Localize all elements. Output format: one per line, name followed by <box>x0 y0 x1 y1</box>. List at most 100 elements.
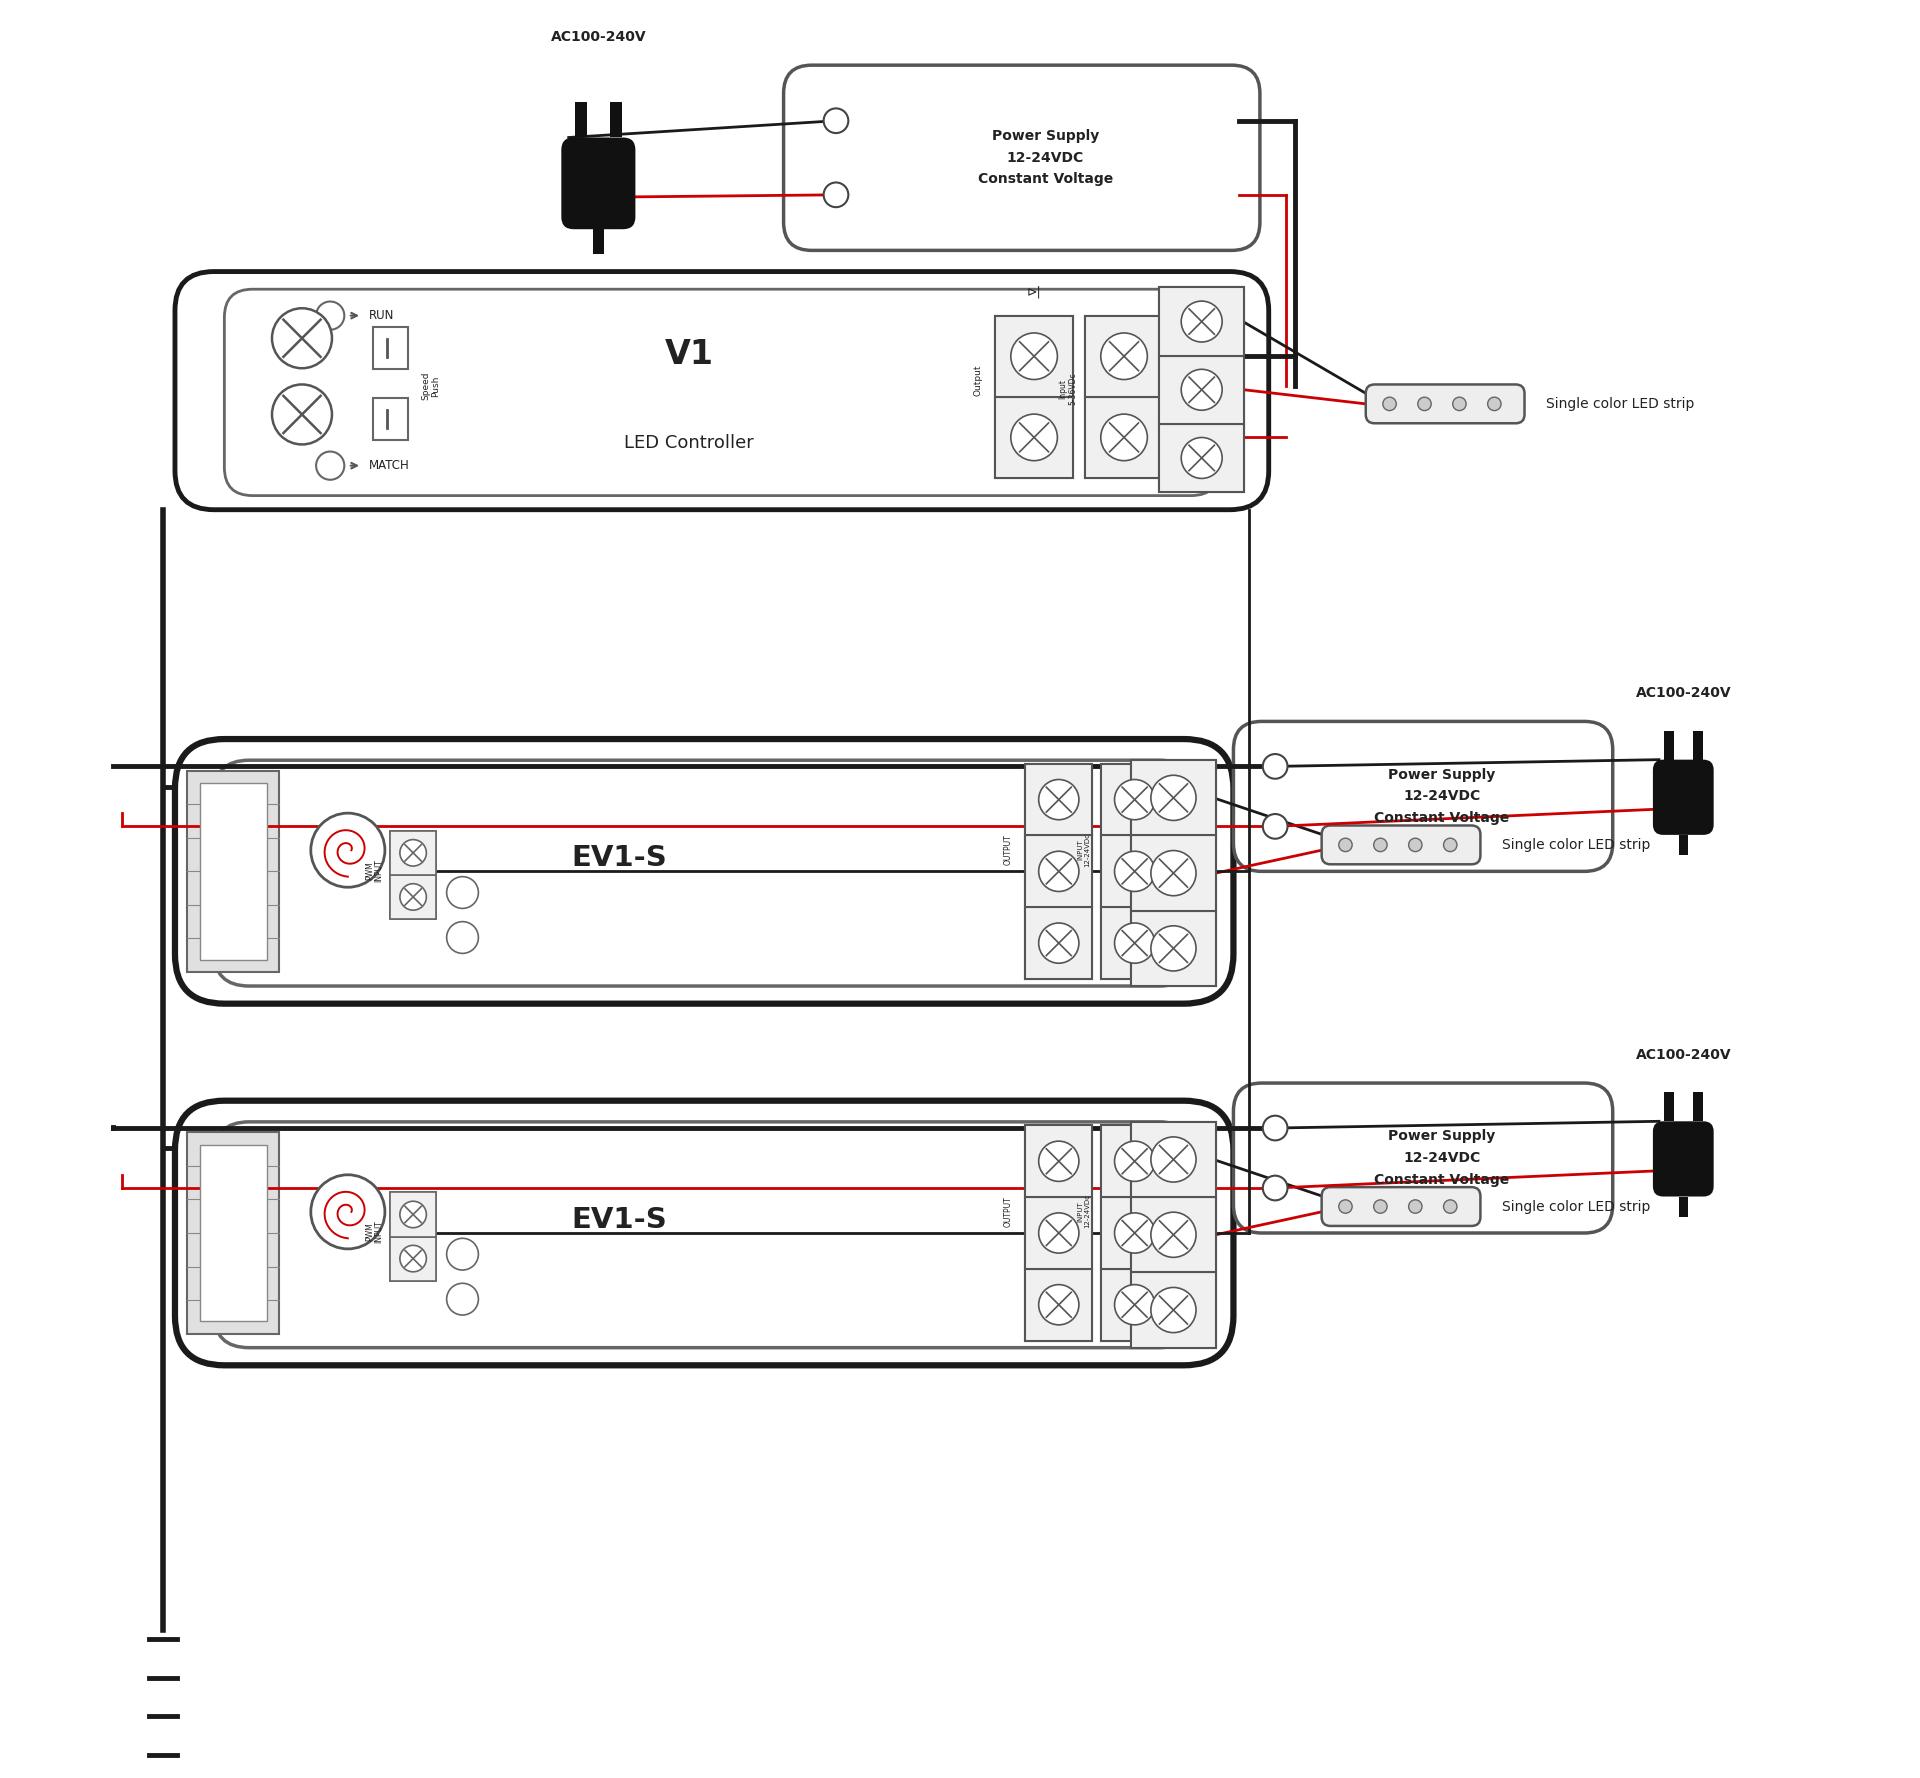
Circle shape <box>1114 923 1154 964</box>
Bar <box>593 229 603 254</box>
Circle shape <box>1263 754 1288 779</box>
Circle shape <box>1263 1115 1288 1140</box>
Circle shape <box>1181 370 1223 411</box>
Circle shape <box>1181 437 1223 478</box>
FancyBboxPatch shape <box>1321 825 1480 864</box>
Text: Power Supply
12-24VDC
Constant Voltage: Power Supply 12-24VDC Constant Voltage <box>1375 1129 1509 1186</box>
Circle shape <box>1263 1175 1288 1200</box>
Circle shape <box>311 813 384 887</box>
Circle shape <box>1409 1200 1423 1213</box>
Bar <box>1131 1197 1215 1273</box>
Bar <box>1160 288 1244 493</box>
FancyBboxPatch shape <box>1233 722 1613 871</box>
Text: Single color LED strip: Single color LED strip <box>1546 396 1693 411</box>
Circle shape <box>273 308 332 368</box>
Bar <box>390 830 436 875</box>
Bar <box>390 1193 436 1280</box>
Bar <box>1131 1273 1215 1348</box>
Text: ⊳|: ⊳| <box>1027 284 1041 299</box>
Bar <box>188 772 278 973</box>
Bar <box>1102 1125 1167 1341</box>
Bar <box>1131 910 1215 987</box>
Text: AC100-240V: AC100-240V <box>551 30 647 44</box>
Circle shape <box>1039 923 1079 964</box>
Bar <box>390 1193 436 1236</box>
Bar <box>1025 836 1092 907</box>
Bar <box>390 830 436 919</box>
Circle shape <box>1338 837 1352 852</box>
FancyBboxPatch shape <box>175 740 1233 1003</box>
Circle shape <box>1039 1141 1079 1181</box>
Circle shape <box>1338 1200 1352 1213</box>
Bar <box>574 101 588 137</box>
Circle shape <box>1010 332 1058 379</box>
Text: Single color LED strip: Single color LED strip <box>1501 1200 1649 1214</box>
Text: Input
5-36VDc: Input 5-36VDc <box>1058 372 1077 405</box>
Circle shape <box>1150 1213 1196 1257</box>
Text: V1: V1 <box>664 338 714 372</box>
Bar <box>1160 423 1244 493</box>
Text: AC100-240V: AC100-240V <box>1636 1047 1732 1061</box>
Bar <box>1102 907 1167 980</box>
Text: Power Supply
12-24VDC
Constant Voltage: Power Supply 12-24VDC Constant Voltage <box>1375 768 1509 825</box>
Circle shape <box>399 1245 426 1271</box>
Bar <box>1102 836 1167 907</box>
Circle shape <box>1039 1285 1079 1325</box>
Circle shape <box>447 1284 478 1316</box>
Circle shape <box>1373 1200 1386 1213</box>
Bar <box>372 398 407 441</box>
Bar <box>1131 1122 1215 1197</box>
Circle shape <box>317 302 344 329</box>
Bar <box>995 396 1073 478</box>
Circle shape <box>1150 926 1196 971</box>
Text: INPUT
12-24VDc: INPUT 12-24VDc <box>1077 1195 1091 1229</box>
Bar <box>1025 1269 1092 1341</box>
Bar <box>390 1236 436 1280</box>
Bar <box>1085 316 1164 478</box>
Circle shape <box>273 384 332 444</box>
Bar <box>1025 907 1092 980</box>
Text: Output: Output <box>973 364 983 396</box>
Bar <box>995 316 1073 396</box>
FancyBboxPatch shape <box>561 137 636 229</box>
Circle shape <box>1150 1136 1196 1182</box>
Circle shape <box>1409 837 1423 852</box>
Circle shape <box>1373 837 1386 852</box>
Bar <box>1025 1125 1092 1341</box>
FancyBboxPatch shape <box>1321 1188 1480 1227</box>
Bar <box>1693 1092 1703 1122</box>
FancyBboxPatch shape <box>1653 759 1715 836</box>
Bar <box>1665 1092 1674 1122</box>
Circle shape <box>1417 396 1430 411</box>
Circle shape <box>1100 332 1148 379</box>
Text: Speed
Push: Speed Push <box>420 372 440 400</box>
Bar <box>1131 836 1215 910</box>
Text: RUN: RUN <box>369 309 394 322</box>
Bar <box>611 101 622 137</box>
Bar <box>1131 761 1215 836</box>
Circle shape <box>1039 852 1079 891</box>
Bar <box>1025 1125 1092 1197</box>
Text: LED Controller: LED Controller <box>624 434 755 452</box>
FancyBboxPatch shape <box>175 272 1269 510</box>
Text: PWM
INPUT: PWM INPUT <box>365 859 384 882</box>
Circle shape <box>1263 814 1288 839</box>
Text: AC100-240V: AC100-240V <box>1636 686 1732 701</box>
Circle shape <box>399 839 426 866</box>
Circle shape <box>399 884 426 910</box>
Circle shape <box>1382 396 1396 411</box>
Circle shape <box>1150 775 1196 820</box>
Bar <box>1665 731 1674 759</box>
Bar <box>1131 1122 1215 1348</box>
Bar <box>1102 765 1167 836</box>
Bar <box>1025 765 1092 836</box>
FancyBboxPatch shape <box>783 66 1260 251</box>
Circle shape <box>1114 1213 1154 1253</box>
Bar <box>1102 765 1167 980</box>
Bar <box>1025 765 1092 980</box>
FancyBboxPatch shape <box>1653 1122 1715 1197</box>
Bar <box>1025 1197 1092 1269</box>
Circle shape <box>399 1202 426 1229</box>
Circle shape <box>1488 396 1501 411</box>
Circle shape <box>447 921 478 953</box>
